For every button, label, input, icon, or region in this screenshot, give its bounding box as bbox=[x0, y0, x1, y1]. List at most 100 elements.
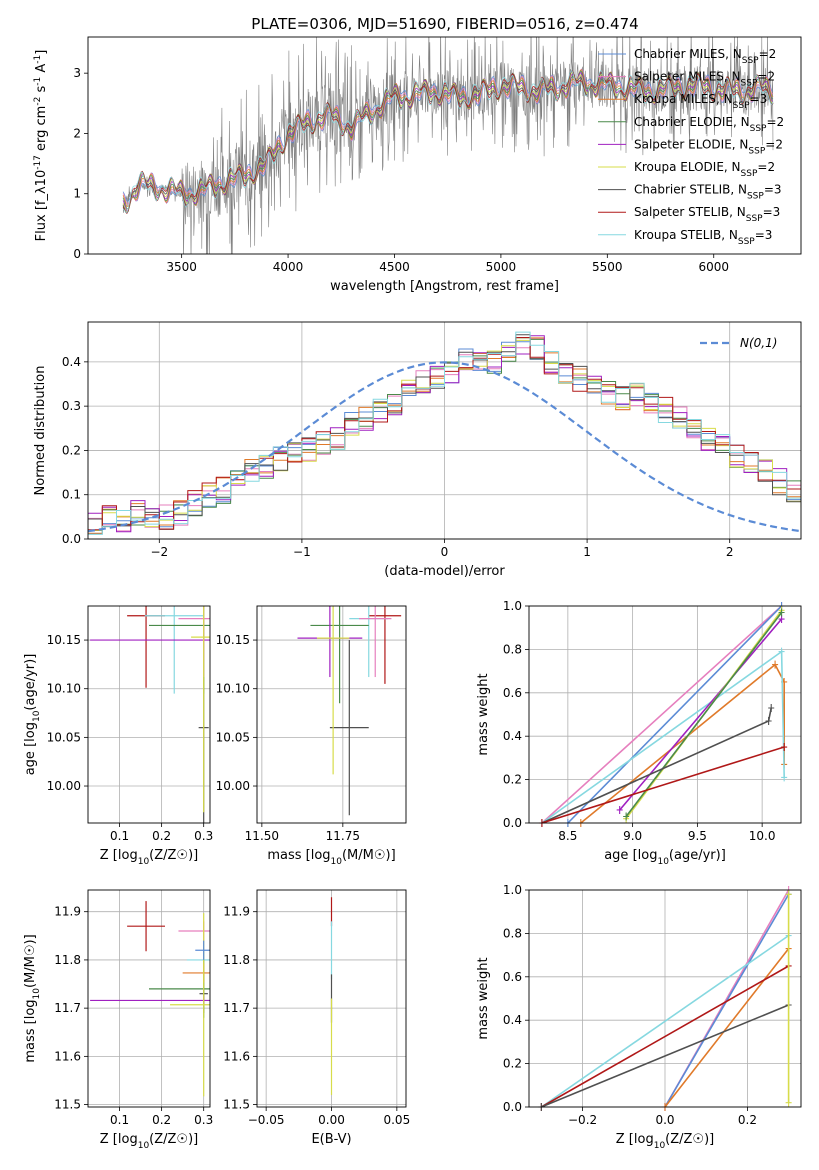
label-part: age [ bbox=[604, 848, 637, 863]
legend-label: Salpeter ELODIE, NSSP=2 bbox=[634, 137, 783, 156]
label-part: E(B-V) bbox=[311, 1132, 351, 1147]
label-part: log bbox=[634, 1132, 654, 1147]
y-tick-label: 0.8 bbox=[503, 642, 522, 656]
legend-label: Chabrier ELODIE, NSSP=2 bbox=[634, 115, 784, 134]
axes-frame bbox=[87, 36, 802, 255]
y-tick-label: 3 bbox=[73, 66, 81, 80]
label-part: 10 bbox=[32, 710, 42, 722]
legend-label: Kroupa STELIB, NSSP=3 bbox=[634, 228, 772, 247]
label-part: Chabrier MILES, N bbox=[634, 47, 742, 61]
label-part: log bbox=[23, 722, 38, 742]
x-tick-label: 5500 bbox=[592, 260, 623, 274]
label-part: Chabrier ELODIE, N bbox=[634, 115, 750, 129]
label-part: 10 bbox=[654, 1141, 666, 1151]
x-tick-label: 2 bbox=[726, 545, 734, 559]
label-part: A bbox=[34, 64, 49, 77]
legend-label: N(0,1) bbox=[740, 336, 777, 350]
x-tick-label: 0.0 bbox=[655, 1113, 674, 1127]
y-tick-label: 10.10 bbox=[216, 682, 250, 696]
figure-title: PLATE=0306, MJD=51690, FIBERID=0516, z=0… bbox=[251, 15, 638, 33]
label-part: SSP bbox=[747, 192, 764, 202]
label-part: SSP bbox=[748, 146, 765, 156]
series-line bbox=[541, 1004, 789, 1107]
label-part: =3 bbox=[755, 228, 773, 242]
legend-label: Chabrier STELIB, NSSP=3 bbox=[634, 183, 782, 202]
series-line bbox=[625, 612, 783, 817]
series-line bbox=[580, 663, 785, 823]
chart-massweight_vs_age: 8.5 9.0 9.5 10.0 0.0 0.2 0.4 0.6 0.8 1.0 age [log1… bbox=[476, 599, 802, 867]
legend-label: Chabrier MILES, NSSP=2 bbox=[634, 47, 776, 66]
chart-age_vs_mass: 11.50 11.75 10.00 10.05 10.10 10.15 mass [log1… bbox=[216, 605, 407, 867]
spectrum-model-line bbox=[122, 72, 774, 212]
label-part: 10 bbox=[32, 988, 42, 1000]
y-tick-label: 0.8 bbox=[503, 926, 522, 940]
label-part: (Z/Z☉)] bbox=[665, 1132, 714, 1147]
label-part: log bbox=[23, 999, 38, 1019]
series-marker bbox=[765, 717, 772, 726]
spectrum-model-line bbox=[122, 69, 774, 207]
label-part: 10 bbox=[331, 857, 343, 867]
x-tick-label: 0 bbox=[441, 545, 449, 559]
series-marker bbox=[781, 773, 788, 782]
y-axis-label: Flux [f_λ10-17 erg cm-2 s-1 A-1] bbox=[33, 50, 49, 242]
x-tick-label: 3500 bbox=[166, 260, 197, 274]
label-part: -1 bbox=[33, 55, 43, 64]
y-tick-label: 0.1 bbox=[62, 488, 81, 502]
series-marker bbox=[772, 660, 779, 669]
y-tick-label: 2 bbox=[73, 126, 81, 140]
y-tick-label: 11.8 bbox=[54, 953, 81, 967]
y-tick-label: 11.7 bbox=[54, 1001, 81, 1015]
label-part: Z [ bbox=[100, 1132, 118, 1147]
y-tick-label: 0.0 bbox=[503, 1100, 522, 1114]
x-tick-label: 1 bbox=[583, 545, 591, 559]
label-part: -2 bbox=[33, 97, 43, 106]
label-part: wavelength [Angstrom, rest frame] bbox=[330, 279, 559, 294]
label-part: Salpeter ELODIE, N bbox=[634, 137, 748, 151]
series-line bbox=[541, 650, 785, 823]
x-tick-label: 0.1 bbox=[110, 829, 129, 843]
histogram-step bbox=[88, 331, 801, 535]
y-tick-label: 11.5 bbox=[54, 1098, 81, 1112]
spectrum-model-line bbox=[122, 70, 774, 210]
label-part: Kroupa ELODIE, N bbox=[634, 160, 741, 174]
x-tick-label: 9.0 bbox=[623, 829, 642, 843]
axes-frame bbox=[87, 889, 211, 1108]
label-part: =2 bbox=[757, 70, 775, 84]
label-part: =3 bbox=[763, 205, 781, 219]
spectrum-model-line bbox=[122, 68, 774, 206]
label-part: (Z/Z☉)] bbox=[149, 1132, 198, 1147]
axes-frame bbox=[87, 605, 211, 824]
label-part: (age/yr)] bbox=[23, 654, 38, 711]
axes-frame bbox=[528, 605, 802, 824]
y-axis-label: mass weight bbox=[476, 673, 491, 755]
series-marker bbox=[785, 890, 792, 899]
y-axis-label: mass [log10(M/M☉)] bbox=[23, 934, 42, 1062]
label-part: ] bbox=[34, 50, 49, 55]
series-marker bbox=[768, 703, 775, 712]
chart-massweight_vs_Z: −0.2 0.0 0.2 0.0 0.2 0.4 0.6 0.8 1.0 Z [log10(Z/Z… bbox=[476, 883, 802, 1151]
x-tick-label: 0.3 bbox=[194, 829, 213, 843]
y-axis-label: mass weight bbox=[476, 957, 491, 1039]
y-tick-label: 11.9 bbox=[54, 905, 81, 919]
series-line bbox=[664, 948, 790, 1107]
label-part: =2 bbox=[757, 160, 775, 174]
y-tick-label: 10.15 bbox=[216, 633, 250, 647]
series-line bbox=[541, 606, 783, 823]
x-tick-label: 0.3 bbox=[194, 1113, 213, 1127]
axes-frame bbox=[256, 605, 407, 824]
y-tick-label: 1.0 bbox=[503, 599, 522, 613]
label-part: log bbox=[311, 848, 331, 863]
label-part: log bbox=[118, 848, 138, 863]
label-part: age [ bbox=[23, 742, 38, 775]
label-part: SSP bbox=[750, 124, 767, 134]
y-tick-label: 11.7 bbox=[223, 1001, 250, 1015]
label-part: erg cm bbox=[34, 106, 49, 155]
label-part: SSP bbox=[741, 79, 758, 89]
x-axis-label: age [log10(age/yr)] bbox=[604, 848, 726, 867]
label-part: SSP bbox=[742, 56, 759, 66]
y-tick-label: 0 bbox=[73, 247, 81, 261]
x-tick-label: 6000 bbox=[698, 260, 729, 274]
chart-mass_vs_ebv: −0.05 0.00 0.05 11.5 11.6 11.7 11.8 11.9 E(B-V) bbox=[223, 889, 410, 1147]
label-part: Salpeter MILES, N bbox=[634, 70, 741, 84]
